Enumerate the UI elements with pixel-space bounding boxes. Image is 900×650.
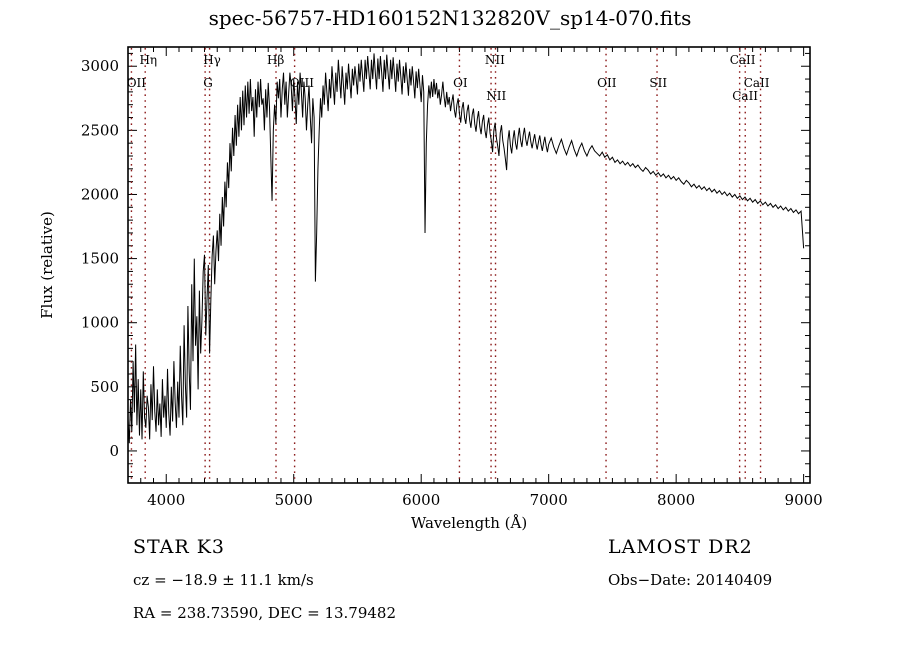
y-tick-label: 2000 [81, 185, 119, 203]
spectrum-trace [127, 53, 805, 444]
y-tick-label: 3000 [81, 57, 119, 75]
spectral-line-label: NII [486, 89, 506, 103]
x-tick-label: 5000 [275, 491, 313, 509]
x-axis-title: Wavelength (Å) [411, 514, 527, 532]
spectral-line-label: SII [649, 76, 667, 90]
spectral-line-label: CaII [744, 76, 770, 90]
x-tick-label: 4000 [147, 491, 185, 509]
x-tick-label: 9000 [785, 491, 823, 509]
page-title: spec-56757-HD160152N132820V_sp14-070.fit… [208, 6, 692, 30]
spectral-line-label: NII [485, 53, 505, 67]
y-axis-ticks [128, 52, 810, 478]
x-axis-ticks [140, 47, 805, 483]
spectral-line-label: OII [127, 76, 147, 90]
spectral-line-label: G [203, 76, 213, 90]
spectral-line-label: OI [453, 76, 468, 90]
spectral-line-label: Hβ [267, 53, 284, 67]
star-type-label: STAR K3 [133, 536, 225, 558]
x-tick-label: 6000 [402, 491, 440, 509]
y-tick-label: 500 [90, 378, 119, 396]
spectral-line-label: CaII [730, 53, 756, 67]
coordinates-label: RA = 238.73590, DEC = 13.79482 [133, 604, 397, 622]
y-tick-label: 0 [109, 442, 119, 460]
observation-date-label: Obs−Date: 20140409 [608, 571, 773, 589]
x-tick-label: 7000 [530, 491, 568, 509]
y-tick-label: 1000 [81, 314, 119, 332]
spectral-line-label: Hη [139, 53, 157, 67]
plot-frame [127, 46, 811, 484]
spectral-line-label: OIII [290, 76, 314, 90]
y-tick-labels: 0 500 1000 1500 2000 2500 3000 [81, 57, 119, 460]
y-axis-title: Flux (relative) [38, 211, 56, 319]
spectral-line-label: CaII [732, 89, 758, 103]
spectral-line-label: Hγ [203, 53, 221, 67]
x-tick-label: 8000 [657, 491, 695, 509]
y-tick-label: 1500 [81, 250, 119, 268]
spectral-line-label: OII [597, 76, 617, 90]
x-tick-labels: 4000 5000 6000 7000 8000 9000 [147, 491, 823, 509]
redshift-velocity-label: cz = −18.9 ± 11.1 km/s [133, 571, 314, 589]
survey-label: LAMOST DR2 [608, 536, 753, 558]
y-tick-label: 2500 [81, 121, 119, 139]
